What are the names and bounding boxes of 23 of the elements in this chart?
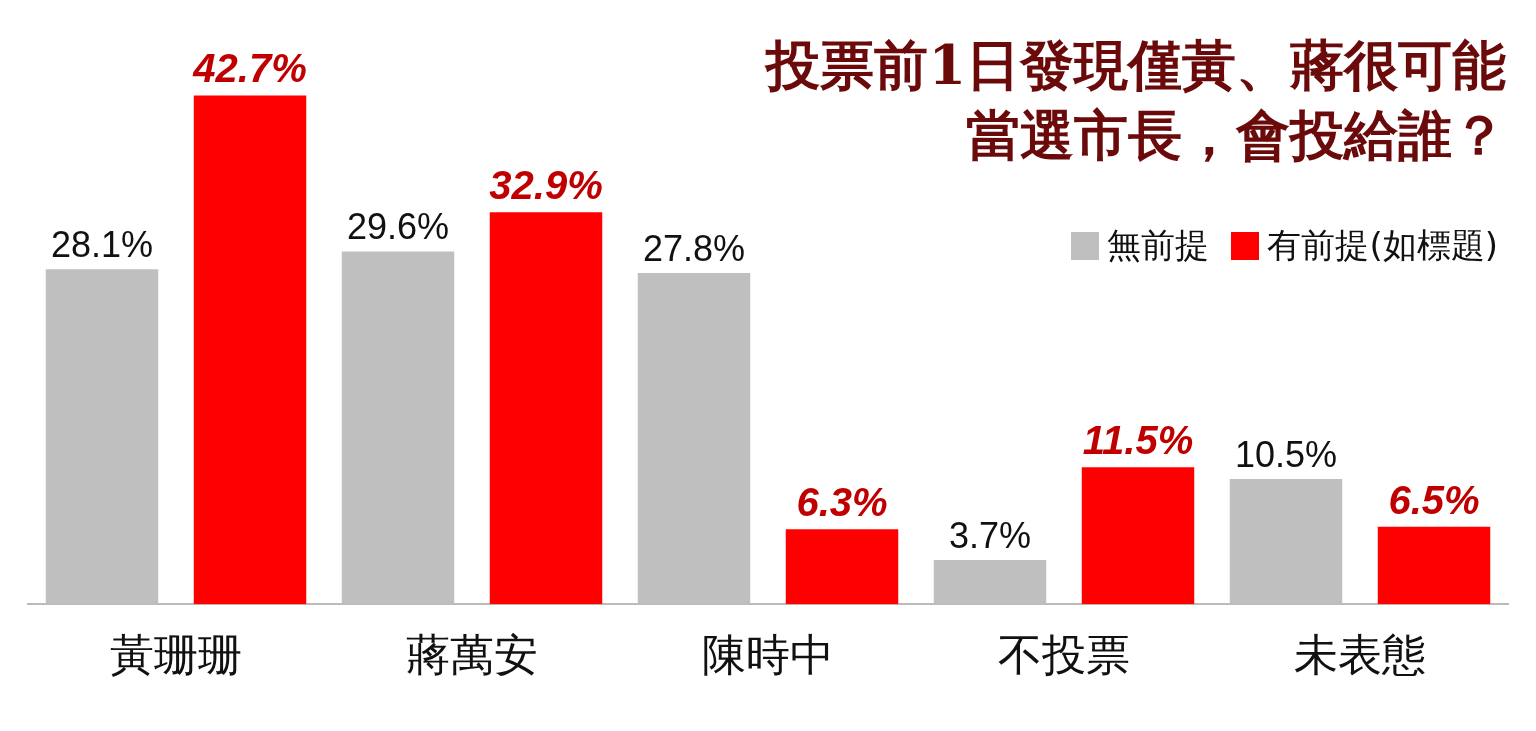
bar <box>489 212 603 605</box>
bar <box>1377 526 1491 605</box>
data-label: 27.8% <box>642 227 746 269</box>
legend-label: 有前提(如標題) <box>1267 224 1498 267</box>
bar <box>1081 467 1195 605</box>
x-tick-label: 黃珊珊 <box>110 629 242 681</box>
data-label: 28.1% <box>50 224 154 266</box>
data-label: 10.5% <box>1234 434 1338 476</box>
data-label: 42.7% <box>192 46 307 91</box>
x-tick-label: 不投票 <box>998 629 1130 681</box>
data-label: 11.5% <box>1082 418 1194 463</box>
data-label: 32.9% <box>489 163 603 208</box>
x-tick-label: 未表態 <box>1294 629 1426 681</box>
data-label: 29.6% <box>346 206 450 248</box>
x-tick-label: 陳時中 <box>702 629 834 681</box>
x-tick-label: 蔣萬安 <box>406 629 538 681</box>
legend-label: 無前提 <box>1107 224 1210 267</box>
chart-title: 投票前1日發現僅黃、蔣很可能當選市長，會投給誰？ <box>763 32 1506 169</box>
data-label: 6.5% <box>1388 477 1480 522</box>
bar <box>193 95 307 605</box>
data-label: 6.3% <box>796 480 888 525</box>
data-label: 3.7% <box>948 515 1032 557</box>
bar <box>785 529 899 605</box>
